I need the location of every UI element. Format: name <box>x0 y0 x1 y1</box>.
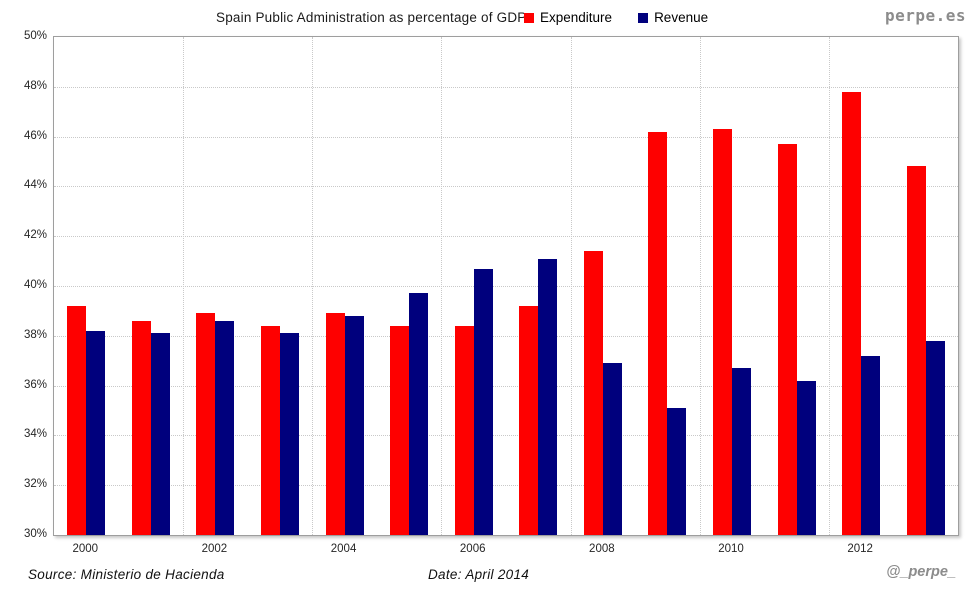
y-tick-label-36: 36% <box>23 378 47 391</box>
bar-expenditure-2004 <box>325 313 345 535</box>
bar-expenditure-2000 <box>67 305 87 535</box>
legend-item-expenditure: Expenditure <box>524 10 612 25</box>
gridline-vertical-2010 <box>699 37 701 535</box>
bar-expenditure-2002 <box>196 313 216 535</box>
bar-revenue-2009 <box>667 408 687 535</box>
x-tick-label-2008: 2008 <box>589 543 615 555</box>
watermark-site: perpe.es <box>884 6 966 25</box>
plot-area <box>53 36 959 536</box>
bar-expenditure-2007 <box>519 305 539 535</box>
x-tick-label-2012: 2012 <box>847 543 873 555</box>
date-note: Date: April 2014 <box>428 567 530 582</box>
bar-expenditure-2005 <box>390 325 410 535</box>
gridline-horizontal-32 <box>54 485 958 487</box>
gridline-horizontal-34 <box>54 435 958 437</box>
gridline-vertical-2008 <box>570 37 572 535</box>
legend-label-expenditure: Expenditure <box>540 10 613 25</box>
bar-revenue-2013 <box>925 340 945 535</box>
bar-expenditure-2009 <box>648 131 668 535</box>
bar-revenue-2006 <box>473 268 493 535</box>
gridline-horizontal-46 <box>54 136 958 138</box>
bar-expenditure-2011 <box>777 144 797 535</box>
y-tick-label-32: 32% <box>23 478 47 491</box>
bar-revenue-2002 <box>215 320 235 535</box>
x-tick-label-2006: 2006 <box>459 543 486 555</box>
x-tick-label-2002: 2002 <box>201 543 228 555</box>
bar-expenditure-2010 <box>713 129 732 535</box>
gridline-horizontal-36 <box>54 385 958 387</box>
gridline-vertical-2006 <box>441 37 443 535</box>
bar-revenue-2012 <box>861 355 881 535</box>
bar-expenditure-2001 <box>131 320 151 535</box>
bar-revenue-2008 <box>602 363 622 535</box>
expenditure-swatch-icon <box>524 12 534 23</box>
gridline-horizontal-42 <box>54 236 958 238</box>
bar-revenue-2000 <box>86 330 106 535</box>
chart-title: Spain Public Administration as percentag… <box>216 10 527 25</box>
y-tick-label-30: 30% <box>23 528 47 540</box>
y-tick-label-42: 42% <box>23 229 47 242</box>
bar-revenue-2011 <box>796 380 816 535</box>
x-tick-label-2000: 2000 <box>72 543 99 555</box>
y-tick-label-38: 38% <box>23 328 47 341</box>
source-note: Source: Ministerio de Hacienda <box>28 567 225 582</box>
bar-revenue-2001 <box>150 333 170 535</box>
bar-revenue-2007 <box>538 258 558 535</box>
x-tick-label-2004: 2004 <box>330 543 357 555</box>
bar-revenue-2010 <box>732 368 751 535</box>
gridline-vertical-2012 <box>828 37 830 535</box>
revenue-swatch-icon <box>638 12 649 23</box>
bar-expenditure-2012 <box>842 91 862 535</box>
y-tick-label-46: 46% <box>23 129 47 142</box>
gridline-horizontal-38 <box>54 335 958 337</box>
gridline-vertical-2002 <box>183 37 185 535</box>
gridline-horizontal-48 <box>54 86 958 88</box>
y-tick-label-34: 34% <box>23 428 47 441</box>
gridline-vertical-2004 <box>312 37 314 535</box>
bar-expenditure-2003 <box>261 325 280 535</box>
y-tick-label-50: 50% <box>23 30 47 42</box>
watermark-handle: @_perpe_ <box>886 564 956 580</box>
y-tick-label-40: 40% <box>23 279 47 291</box>
y-tick-label-44: 44% <box>23 179 47 192</box>
bar-revenue-2003 <box>280 333 299 535</box>
bar-revenue-2005 <box>409 293 429 535</box>
legend: Expenditure Revenue <box>524 10 708 25</box>
bar-revenue-2004 <box>344 315 364 535</box>
gridline-horizontal-44 <box>54 186 958 188</box>
legend-item-revenue: Revenue <box>638 10 708 25</box>
bar-expenditure-2008 <box>583 251 603 535</box>
bar-expenditure-2013 <box>906 166 926 535</box>
gridline-horizontal-40 <box>54 286 958 287</box>
y-tick-label-48: 48% <box>23 79 47 92</box>
x-tick-label-2010: 2010 <box>718 543 744 555</box>
legend-label-revenue: Revenue <box>654 10 709 25</box>
bar-expenditure-2006 <box>454 325 474 535</box>
